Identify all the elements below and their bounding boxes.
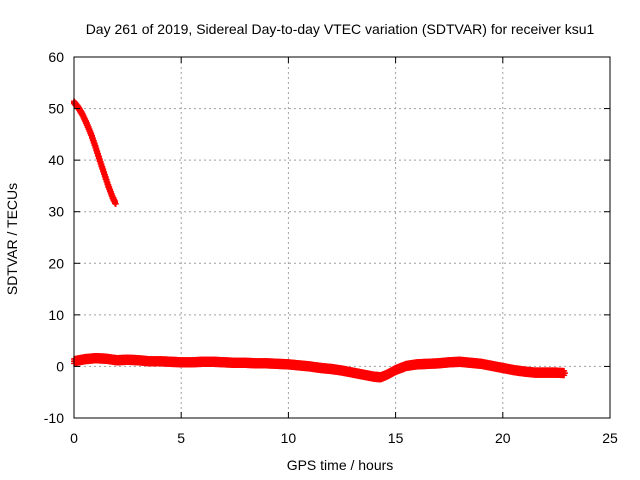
y-axis-label: SDTVAR / TECUs — [4, 183, 20, 295]
plot-frame — [73, 56, 611, 419]
x-tick-label: 5 — [177, 430, 185, 446]
series-1 — [71, 352, 568, 383]
y-tick-label: 50 — [48, 101, 64, 117]
y-tick-label: -10 — [44, 410, 64, 426]
y-tick-label: 10 — [48, 307, 64, 323]
x-tick-label: 15 — [388, 430, 404, 446]
y-tick-label: 60 — [48, 49, 64, 65]
y-tick-label: 20 — [48, 255, 64, 271]
y-tick-label: 30 — [48, 204, 64, 220]
data-point — [112, 200, 119, 207]
plot-area — [71, 98, 568, 383]
x-tick-label: 10 — [281, 430, 297, 446]
series-0 — [71, 98, 119, 207]
x-tick-label: 25 — [602, 430, 618, 446]
y-tick-label: 40 — [48, 152, 64, 168]
chart-title: Day 261 of 2019, Sidereal Day-to-day VTE… — [86, 21, 595, 37]
data-point — [561, 370, 568, 377]
y-tick-label: 0 — [56, 358, 64, 374]
axes: 0 5 10 15 20 25 -10 0 10 20 30 40 50 60 — [44, 49, 618, 446]
x-tick-label: 0 — [70, 430, 78, 446]
x-axis-label: GPS time / hours — [287, 457, 394, 473]
x-tick-label: 20 — [495, 430, 511, 446]
